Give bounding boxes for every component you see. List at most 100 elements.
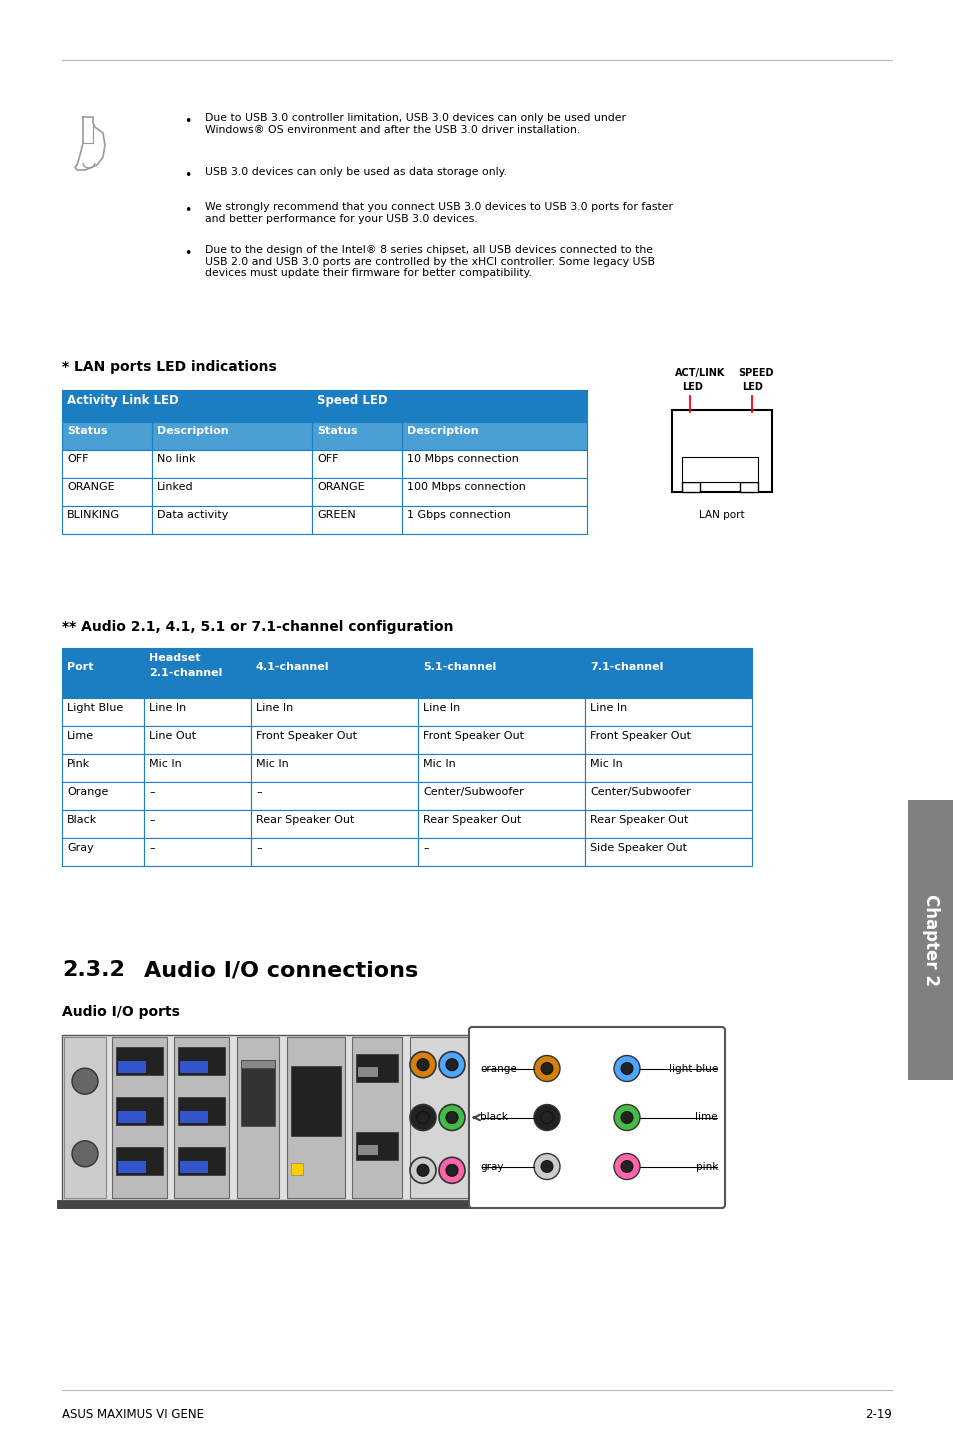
Text: 5.1-channel: 5.1-channel — [422, 661, 496, 672]
Bar — [173, 1037, 229, 1198]
Bar — [62, 754, 144, 782]
Bar — [584, 726, 751, 754]
Text: Activity Link LED: Activity Link LED — [67, 394, 178, 407]
Text: Pink: Pink — [67, 759, 91, 769]
Bar — [144, 754, 251, 782]
Circle shape — [438, 1051, 464, 1077]
Text: –: – — [149, 787, 154, 797]
Text: –: – — [422, 843, 428, 853]
Text: •: • — [184, 115, 192, 128]
Text: BLINKING: BLINKING — [67, 510, 120, 521]
Text: –: – — [149, 815, 154, 825]
Circle shape — [540, 1160, 553, 1172]
Bar — [62, 1035, 481, 1199]
Circle shape — [410, 1104, 436, 1130]
Bar — [62, 649, 144, 697]
Text: Mic In: Mic In — [255, 759, 289, 769]
Text: Black: Black — [67, 815, 97, 825]
Bar — [62, 450, 152, 477]
Bar — [241, 1060, 274, 1126]
Bar — [144, 726, 251, 754]
Bar — [417, 810, 584, 838]
Circle shape — [620, 1160, 633, 1172]
Text: orange: orange — [479, 1064, 517, 1074]
Bar — [178, 1047, 225, 1076]
Text: Center/Subwoofer: Center/Subwoofer — [589, 787, 690, 797]
Bar — [417, 649, 584, 697]
Text: Gray: Gray — [67, 843, 93, 853]
Bar — [180, 1160, 208, 1173]
Text: Line In: Line In — [149, 703, 186, 713]
Text: Status: Status — [316, 426, 357, 436]
Text: lime: lime — [695, 1113, 718, 1123]
Text: Status: Status — [67, 426, 108, 436]
Bar — [417, 697, 584, 726]
Bar — [312, 450, 401, 477]
Bar — [62, 477, 152, 506]
Text: Port: Port — [67, 661, 93, 672]
Text: ASUS MAXIMUS VI GENE: ASUS MAXIMUS VI GENE — [62, 1408, 204, 1421]
Circle shape — [416, 1058, 429, 1071]
Bar — [584, 782, 751, 810]
Text: Mic In: Mic In — [589, 759, 622, 769]
Bar — [251, 838, 417, 866]
Bar — [251, 697, 417, 726]
Bar — [251, 782, 417, 810]
Bar — [62, 782, 144, 810]
Bar — [740, 482, 758, 492]
Circle shape — [540, 1112, 553, 1123]
Bar — [417, 726, 584, 754]
Bar — [152, 477, 312, 506]
Bar — [401, 450, 586, 477]
Text: Headset: Headset — [149, 653, 200, 663]
Bar — [144, 697, 251, 726]
Bar — [417, 782, 584, 810]
Text: Mic In: Mic In — [422, 759, 456, 769]
Bar — [62, 390, 312, 421]
Text: 2.3.2: 2.3.2 — [62, 961, 125, 981]
Text: 100 Mbps connection: 100 Mbps connection — [407, 482, 525, 492]
Text: GREEN: GREEN — [316, 510, 355, 521]
Circle shape — [446, 1165, 457, 1176]
Text: Rear Speaker Out: Rear Speaker Out — [255, 815, 354, 825]
Text: Data activity: Data activity — [157, 510, 228, 521]
Circle shape — [410, 1051, 436, 1077]
Text: Rear Speaker Out: Rear Speaker Out — [422, 815, 521, 825]
Circle shape — [446, 1058, 457, 1071]
Bar — [62, 838, 144, 866]
Text: Due to USB 3.0 controller limitation, USB 3.0 devices can only be used under
Win: Due to USB 3.0 controller limitation, US… — [205, 114, 625, 135]
Text: Description: Description — [407, 426, 478, 436]
Bar — [180, 1061, 208, 1073]
Text: ORANGE: ORANGE — [67, 482, 114, 492]
Text: We strongly recommend that you connect USB 3.0 devices to USB 3.0 ports for fast: We strongly recommend that you connect U… — [205, 201, 672, 223]
Bar — [671, 410, 771, 492]
Bar — [116, 1097, 163, 1125]
Bar — [417, 838, 584, 866]
Bar — [144, 782, 251, 810]
Bar — [116, 1148, 163, 1175]
Bar — [251, 754, 417, 782]
Text: Audio I/O connections: Audio I/O connections — [144, 961, 417, 981]
Bar — [312, 506, 401, 533]
Bar — [251, 810, 417, 838]
Text: ** Audio 2.1, 4.1, 5.1 or 7.1-channel configuration: ** Audio 2.1, 4.1, 5.1 or 7.1-channel co… — [62, 620, 453, 634]
Text: LED: LED — [681, 383, 702, 393]
Text: Side Speaker Out: Side Speaker Out — [589, 843, 686, 853]
Bar — [291, 1163, 303, 1175]
Text: 10 Mbps connection: 10 Mbps connection — [407, 454, 518, 464]
Bar — [112, 1037, 167, 1198]
Bar — [144, 838, 251, 866]
Circle shape — [534, 1153, 559, 1179]
Text: Line In: Line In — [255, 703, 293, 713]
Bar — [144, 810, 251, 838]
Bar — [251, 726, 417, 754]
Circle shape — [71, 1068, 98, 1094]
Text: Mic In: Mic In — [149, 759, 182, 769]
Text: Audio I/O ports: Audio I/O ports — [62, 1005, 180, 1020]
Bar — [236, 1037, 278, 1198]
Bar — [152, 506, 312, 533]
Bar — [352, 1037, 401, 1198]
Text: 4.1-channel: 4.1-channel — [255, 661, 329, 672]
Text: –: – — [149, 843, 154, 853]
Circle shape — [446, 1112, 457, 1123]
